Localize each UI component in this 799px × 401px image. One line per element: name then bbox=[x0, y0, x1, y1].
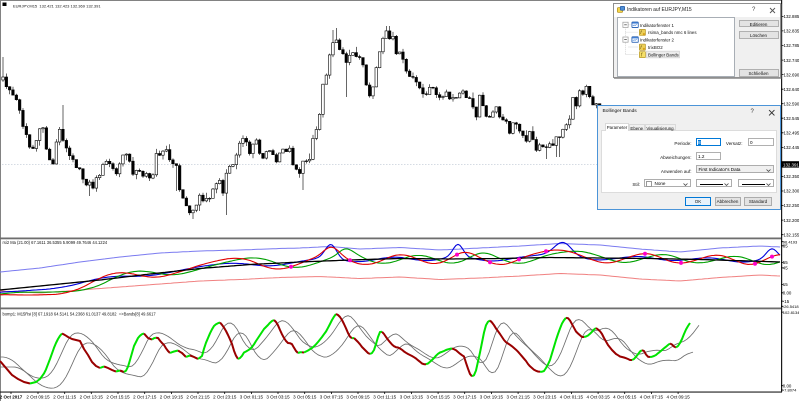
svg-text:2 Oct 09:15: 2 Oct 09:15 bbox=[26, 394, 50, 399]
svg-text:15: 15 bbox=[783, 282, 788, 287]
svg-text:rsima_bands nmc 6 lines: rsima_bands nmc 6 lines bbox=[648, 30, 697, 35]
svg-text:Bollinger Bands: Bollinger Bands bbox=[648, 52, 680, 57]
svg-text:4 Oct 05:15: 4 Oct 05:15 bbox=[613, 394, 637, 399]
svg-text:3 Oct 23:15: 3 Oct 23:15 bbox=[533, 394, 557, 399]
svg-text:55: 55 bbox=[783, 260, 788, 265]
svg-text:85: 85 bbox=[783, 244, 788, 249]
svg-text:-15: -15 bbox=[783, 299, 790, 304]
svg-text:f: f bbox=[640, 45, 642, 51]
svg-text:132.785: 132.785 bbox=[784, 43, 799, 48]
svg-text:3 Oct 19:15: 3 Oct 19:15 bbox=[480, 394, 504, 399]
svg-text:0.00: 0.00 bbox=[783, 383, 792, 388]
svg-text:2 Oct 17:15: 2 Oct 17:15 bbox=[133, 394, 157, 399]
svg-text:2 Oct 13:15: 2 Oct 13:15 bbox=[80, 394, 104, 399]
svg-text:2 Oct 15:15: 2 Oct 15:15 bbox=[106, 394, 130, 399]
svg-text:3 Oct 13:15: 3 Oct 13:15 bbox=[400, 394, 424, 399]
svg-text:2 Oct 19:15: 2 Oct 19:15 bbox=[160, 394, 184, 399]
svg-text:132.200: 132.200 bbox=[784, 218, 799, 223]
svg-text:96.4193: 96.4193 bbox=[783, 239, 798, 244]
svg-text:102.8134: 102.8134 bbox=[783, 310, 799, 315]
svg-text:2 Oct 21:15: 2 Oct 21:15 bbox=[186, 394, 210, 399]
svg-text:bomp1: M15Rsi [8] 67.1918 64.5: bomp1: M15Rsi [8] 67.1918 64.5141 54.236… bbox=[3, 311, 157, 316]
svg-text:2 Oct 11:15: 2 Oct 11:15 bbox=[53, 394, 76, 399]
svg-text:f: f bbox=[640, 30, 642, 36]
svg-text:f: f bbox=[641, 52, 643, 58]
svg-text:132.250: 132.250 bbox=[784, 203, 799, 208]
svg-text:45: 45 bbox=[783, 266, 788, 271]
svg-text:Indikatorfenster 1: Indikatorfenster 1 bbox=[640, 22, 674, 27]
svg-text:rsi2 Ma (21.00) 67.1611 36.535: rsi2 Ma (21.00) 67.1611 36.5355 5.9099 4… bbox=[3, 240, 108, 245]
svg-text:trixBO2: trixBO2 bbox=[648, 45, 663, 50]
svg-text:-26.5418: -26.5418 bbox=[783, 304, 799, 309]
svg-text:2 Oct 2017: 2 Oct 2017 bbox=[0, 394, 23, 399]
svg-text:0.00: 0.00 bbox=[783, 291, 792, 296]
svg-text:3 Oct 09:15: 3 Oct 09:15 bbox=[346, 394, 370, 399]
svg-text:3 Oct 01:15: 3 Oct 01:15 bbox=[240, 394, 264, 399]
svg-text:3 Oct 21:15: 3 Oct 21:15 bbox=[506, 394, 530, 399]
svg-text:132.495: 132.495 bbox=[784, 131, 799, 136]
svg-text:3 Oct 11:15: 3 Oct 11:15 bbox=[373, 394, 396, 399]
svg-text:132.155: 132.155 bbox=[784, 232, 799, 237]
svg-text:132.740: 132.740 bbox=[784, 58, 799, 63]
svg-text:132.590: 132.590 bbox=[784, 101, 799, 106]
svg-text:4 Oct 07:15: 4 Oct 07:15 bbox=[640, 394, 664, 399]
svg-text:132.885: 132.885 bbox=[784, 14, 799, 19]
svg-text:132.300: 132.300 bbox=[784, 189, 799, 194]
svg-text:132.445: 132.445 bbox=[784, 145, 799, 150]
svg-text:132.545: 132.545 bbox=[784, 116, 799, 121]
svg-text:3 Oct 17:15: 3 Oct 17:15 bbox=[453, 394, 477, 399]
svg-text:2 Oct 23:15: 2 Oct 23:15 bbox=[213, 394, 237, 399]
svg-text:132.835: 132.835 bbox=[784, 29, 799, 34]
svg-text:4 Oct 01:15: 4 Oct 01:15 bbox=[560, 394, 584, 399]
svg-text:4 Oct 03:15: 4 Oct 03:15 bbox=[586, 394, 610, 399]
svg-text:4 Oct 09:15: 4 Oct 09:15 bbox=[666, 394, 690, 399]
svg-text:Indikatorfenster 2: Indikatorfenster 2 bbox=[640, 37, 674, 42]
svg-text:-7.8074: -7.8074 bbox=[783, 388, 797, 393]
svg-text:3 Oct 07:15: 3 Oct 07:15 bbox=[320, 394, 344, 399]
svg-text:132.640: 132.640 bbox=[784, 87, 799, 92]
svg-text:132.391: 132.391 bbox=[783, 162, 799, 167]
svg-text:132.350: 132.350 bbox=[784, 174, 799, 179]
svg-text:3 Oct 15:15: 3 Oct 15:15 bbox=[426, 394, 450, 399]
svg-text:EURJPY,M15 132.421 132.423 13: EURJPY,M15 132.421 132.423 132.369 132.3… bbox=[13, 4, 101, 9]
svg-text:132.690: 132.690 bbox=[784, 72, 799, 77]
svg-text:3 Oct 05:15: 3 Oct 05:15 bbox=[293, 394, 317, 399]
svg-text:3 Oct 03:15: 3 Oct 03:15 bbox=[266, 394, 290, 399]
